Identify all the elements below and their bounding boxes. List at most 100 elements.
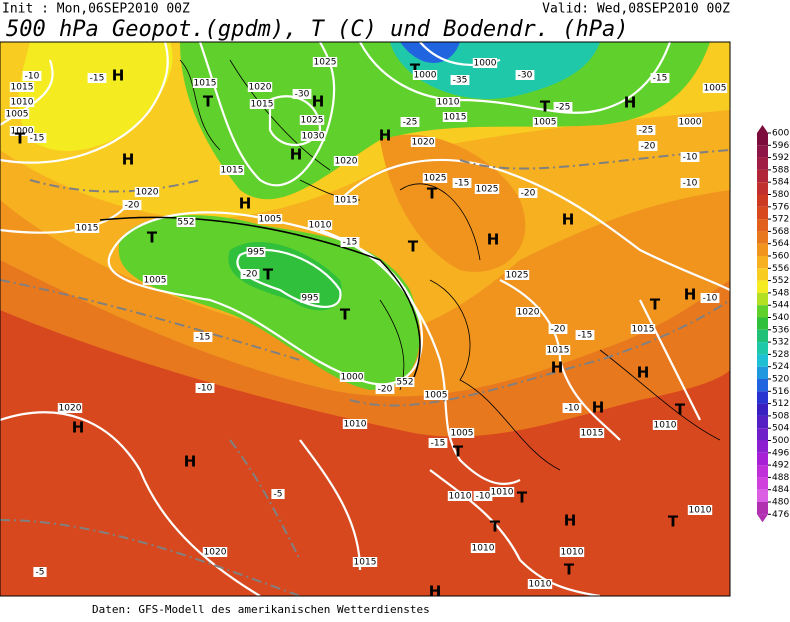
- label-box: [22, 71, 42, 81]
- colorbar-band: [757, 440, 768, 453]
- colorbar-label: 564: [772, 239, 789, 249]
- map-frame: [0, 41, 731, 597]
- label-box: [412, 70, 438, 80]
- colorbar-band: [757, 169, 768, 183]
- contour-label: -25: [403, 118, 418, 128]
- contour-label: 1015: [547, 346, 570, 356]
- label-box: [504, 270, 530, 280]
- contour-label: 1010: [437, 98, 460, 108]
- label-box: [27, 133, 47, 143]
- label-box: [553, 102, 573, 112]
- label-box: [428, 438, 448, 448]
- pressure-center: T: [263, 266, 274, 284]
- pressure-center: H: [312, 93, 325, 111]
- label-box: [677, 117, 703, 127]
- contour-label: 995: [247, 248, 264, 258]
- contour-label: 1000: [11, 127, 34, 137]
- pressure-center: T: [517, 489, 528, 507]
- colorbar-band: [757, 342, 768, 355]
- colorbar-label: 572: [772, 215, 789, 225]
- colorbar-label: 568: [772, 227, 789, 237]
- colorbar-label: 484: [772, 485, 789, 495]
- label-box: [562, 403, 582, 413]
- contour-label: -20: [521, 189, 536, 199]
- label-box: [257, 214, 283, 224]
- label-box: [548, 324, 568, 334]
- contour-label: 1015: [335, 196, 358, 206]
- contour-label: 1010: [491, 488, 514, 498]
- label-box: [636, 125, 656, 135]
- label-box: [299, 115, 325, 125]
- label-box: [680, 152, 700, 162]
- contour-label: -15: [455, 179, 470, 189]
- pressure-center: H: [564, 512, 577, 530]
- contour-label: 1010: [309, 221, 332, 231]
- colorbar-band: [757, 317, 768, 330]
- label-box: [249, 99, 275, 109]
- label-box: [515, 307, 541, 317]
- label-box: [195, 383, 215, 393]
- contour-label: 1020: [335, 157, 358, 167]
- label-box: [240, 269, 260, 279]
- contour-label: -15: [90, 74, 105, 84]
- pressure-center: H: [429, 583, 442, 601]
- colorbar-label: 528: [772, 350, 789, 360]
- init-time: Init : Mon,06SEP2010 00Z: [2, 2, 190, 17]
- label-box: [339, 372, 365, 382]
- contour-label: 1030: [302, 132, 325, 142]
- contour-label: -15: [653, 74, 668, 84]
- colorbar-band: [757, 268, 768, 281]
- contour-label: 552: [396, 378, 413, 388]
- label-box: [442, 112, 468, 122]
- contour-label: -10: [476, 492, 491, 502]
- label-box: [333, 195, 359, 205]
- colorbar-band: [757, 329, 768, 343]
- pressure-center: H: [112, 67, 125, 85]
- contour-label: -10: [198, 384, 213, 394]
- pressure-center: T: [340, 306, 351, 324]
- colorbar-label: 532: [772, 338, 789, 348]
- contour-label: -30: [518, 71, 533, 81]
- contour-label: 1015: [221, 166, 244, 176]
- valid-time: Valid: Wed,08SEP2010 00Z: [542, 2, 730, 17]
- contour-label: 1000: [341, 373, 364, 383]
- contour-label: 1015: [11, 83, 34, 93]
- label-box: [449, 428, 475, 438]
- label-box: [312, 57, 338, 67]
- colorbar-band: [757, 354, 768, 367]
- colorbar-label: 492: [772, 461, 789, 471]
- colorbar-label: 600: [772, 129, 789, 139]
- label-box: [400, 117, 420, 127]
- contour-label: -15: [30, 134, 45, 144]
- label-box: [652, 420, 678, 430]
- contour-label: 1000: [414, 71, 437, 81]
- pressure-center: T: [410, 61, 421, 79]
- colorbar-band: [757, 231, 768, 244]
- label-box: [202, 547, 228, 557]
- colorbar-label: 480: [772, 498, 789, 508]
- contour-label: 1005: [534, 118, 557, 128]
- colorbar-band: [757, 366, 768, 379]
- label-box: [122, 200, 142, 210]
- label-box: [333, 156, 359, 166]
- pressure-center: H: [592, 399, 605, 417]
- pressure-center: H: [562, 211, 575, 229]
- contour-label: -10: [703, 294, 718, 304]
- label-box: [700, 293, 720, 303]
- contour-label: 1000: [679, 118, 702, 128]
- label-box: [575, 330, 595, 340]
- label-box: [219, 165, 245, 175]
- label-box: [702, 83, 728, 93]
- label-box: [246, 247, 266, 257]
- colorbar-band: [757, 428, 768, 441]
- colorbar-band: [757, 157, 768, 170]
- label-box: [352, 557, 378, 567]
- label-box: [9, 97, 35, 107]
- pressure-center: H: [624, 94, 637, 112]
- colorbar-band: [757, 452, 768, 466]
- colorbar-label: 536: [772, 325, 789, 335]
- contour-label: -20: [125, 201, 140, 211]
- label-box: [340, 237, 360, 247]
- colorbar-band: [757, 133, 768, 146]
- label-box: [300, 293, 320, 303]
